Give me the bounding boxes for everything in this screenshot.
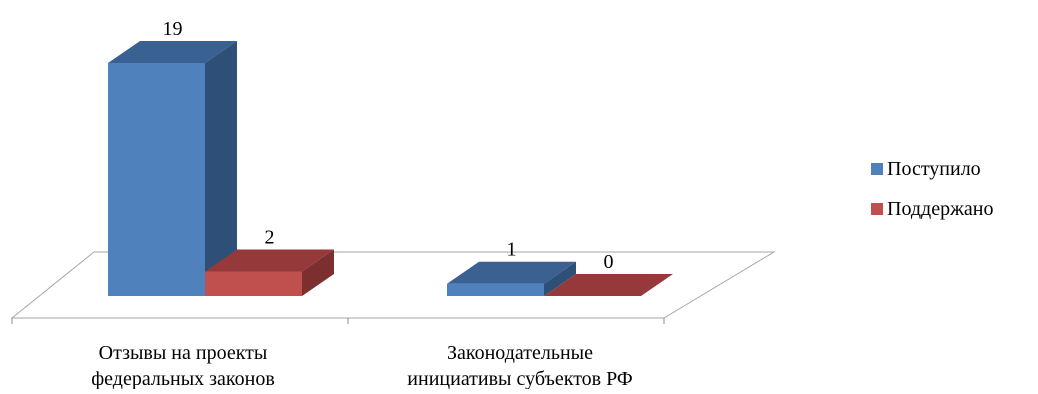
legend-swatch-red — [871, 203, 883, 215]
category-label-1-0: Законодательные — [447, 342, 593, 364]
category-label-0-0: Отзывы на проекты — [99, 342, 268, 364]
data-label-podderzhano-1: 0 — [604, 251, 614, 273]
legend: Поступило Поддержано — [871, 158, 1036, 238]
bar-side-podderzhano-0 — [302, 249, 334, 296]
data-label-postupilo-0: 19 — [163, 18, 183, 40]
data-label-postupilo-1: 1 — [507, 239, 517, 261]
bar-top-postupilo-1 — [447, 261, 576, 284]
bar-side-postupilo-0 — [205, 41, 237, 296]
bar-front-postupilo-1 — [447, 283, 544, 296]
bar-top-podderzhano-1 — [544, 274, 673, 296]
bar-front-postupilo-0 — [108, 63, 205, 296]
legend-item-postupilo: Поступило — [871, 158, 1036, 180]
bar-front-podderzhano-0 — [205, 271, 302, 296]
legend-item-podderzhano: Поддержано — [871, 198, 1036, 220]
legend-swatch-blue — [871, 163, 883, 175]
category-label-1-1: инициативы субъектов РФ — [407, 368, 632, 389]
data-label-podderzhano-0: 2 — [265, 226, 275, 248]
legend-label-podderzhano: Поддержано — [887, 197, 994, 220]
bar-top-postupilo-0 — [108, 41, 237, 63]
bar-top-podderzhano-0 — [205, 249, 334, 272]
legend-label-postupilo: Поступило — [887, 157, 981, 180]
category-label-0-1: федеральных законов — [91, 368, 275, 389]
bar-side-postupilo-1 — [544, 261, 576, 296]
